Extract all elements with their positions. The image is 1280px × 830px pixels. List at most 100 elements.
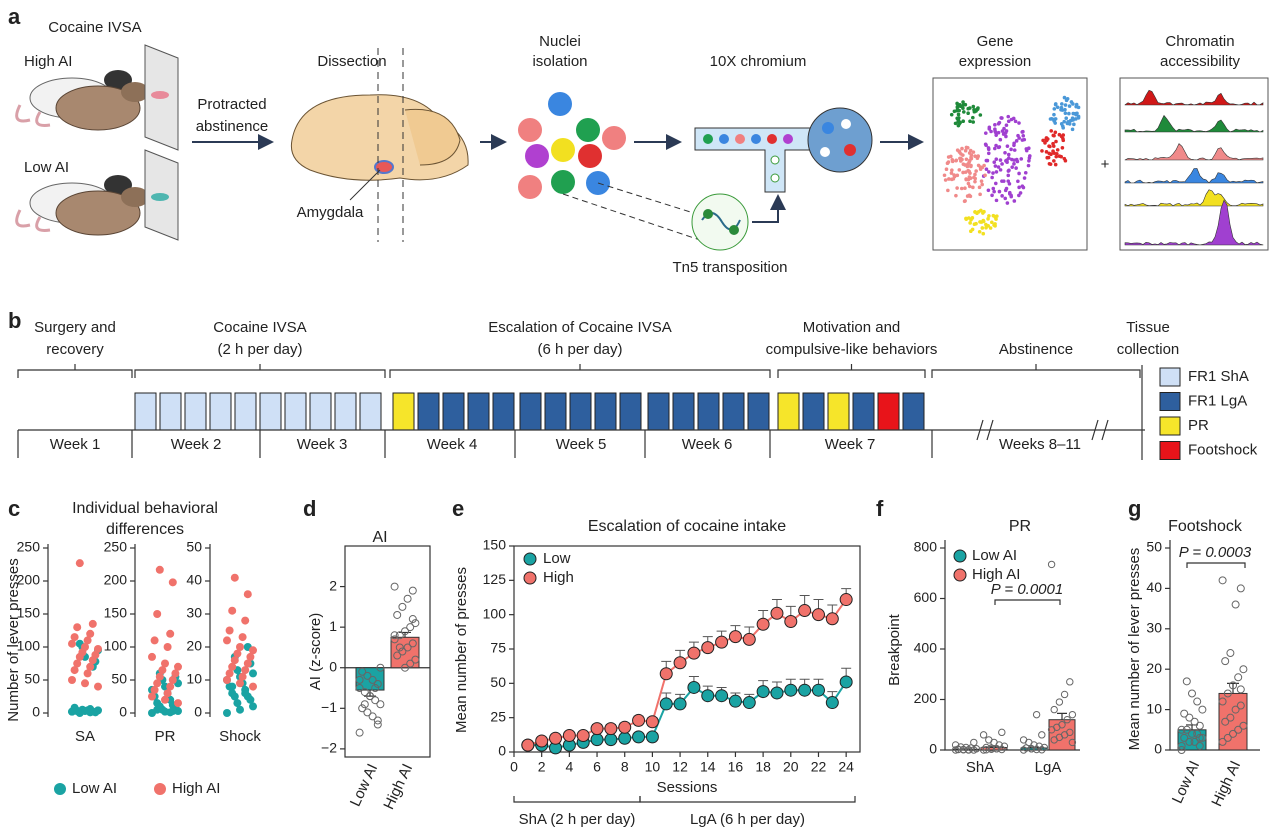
significance-bracket	[994, 599, 1061, 605]
point	[1180, 733, 1189, 742]
legend-swatch	[1159, 367, 1181, 387]
point	[75, 559, 84, 568]
point	[249, 682, 257, 691]
y-tick-label: 40	[1146, 579, 1162, 595]
point	[701, 641, 715, 655]
cluster-dot	[1014, 139, 1019, 143]
point	[395, 631, 404, 640]
cluster-dot	[954, 193, 958, 198]
point	[238, 672, 247, 681]
cluster-dot	[968, 119, 972, 124]
cluster-dot	[992, 160, 997, 164]
point	[1193, 697, 1202, 706]
track	[1124, 199, 1264, 246]
point	[228, 689, 237, 698]
cluster-dot	[994, 157, 999, 161]
point	[249, 702, 257, 711]
cluster-dot	[1060, 124, 1065, 128]
point	[784, 683, 798, 697]
legend-marker	[523, 552, 537, 566]
point	[701, 689, 715, 703]
point	[225, 626, 234, 635]
point	[236, 679, 244, 688]
cluster-dot	[1062, 119, 1067, 124]
point	[1226, 713, 1235, 722]
point	[236, 705, 244, 714]
cluster-dot	[977, 185, 982, 190]
point	[233, 649, 242, 658]
point	[825, 696, 839, 710]
significance-bracket	[1186, 562, 1246, 568]
cluster-dot	[988, 226, 993, 230]
point	[1182, 677, 1191, 686]
x-tick-label: 18	[755, 759, 771, 775]
tracks-box	[1119, 77, 1269, 251]
point	[811, 608, 825, 622]
y-tick-label: 600	[914, 589, 938, 605]
cluster-dot	[955, 101, 959, 106]
track	[1124, 114, 1264, 133]
y-tick-label: 800	[914, 539, 938, 555]
point	[770, 686, 784, 700]
point	[1177, 746, 1186, 754]
y-tick-label: 40	[186, 572, 202, 588]
point	[233, 699, 242, 708]
cluster-dot	[994, 217, 998, 221]
cluster-dot	[1023, 170, 1028, 175]
cluster-dot	[1010, 165, 1015, 169]
point	[687, 680, 701, 694]
point	[1239, 665, 1248, 674]
phase-bracket	[777, 364, 926, 378]
point	[1066, 678, 1074, 686]
cluster-dot	[947, 177, 951, 181]
cluster-dot	[1017, 193, 1021, 198]
point	[228, 606, 237, 615]
y-tick-label: 200	[17, 572, 41, 588]
point	[992, 745, 1001, 753]
cluster-dot	[1060, 102, 1064, 106]
legend-label: Footshock	[1188, 441, 1258, 458]
point	[73, 707, 82, 716]
cluster-dot	[983, 131, 988, 135]
session-box	[392, 392, 415, 431]
cluster-dot	[1017, 121, 1021, 125]
point	[163, 689, 172, 698]
point	[979, 746, 988, 754]
legend-label: PR	[1188, 417, 1209, 434]
point	[1198, 705, 1207, 714]
cluster-dot	[968, 148, 973, 153]
cluster-dot	[1040, 149, 1044, 153]
cluster-dot	[1000, 194, 1004, 198]
y-tick-label: 75	[490, 640, 506, 656]
cluster-dot	[955, 108, 959, 113]
phase-bracket	[931, 364, 1141, 378]
point	[728, 630, 742, 644]
point	[94, 682, 102, 691]
cluster-dot	[1027, 159, 1031, 163]
week-label: Week 2	[171, 436, 222, 453]
point	[982, 746, 990, 754]
cluster-dot	[959, 186, 964, 191]
session-box	[544, 392, 567, 431]
point	[825, 612, 839, 626]
point	[408, 639, 417, 648]
cluster-dot	[1008, 192, 1012, 196]
point	[1047, 726, 1056, 734]
cluster-dot	[997, 120, 1002, 125]
point	[1198, 733, 1207, 742]
point	[246, 652, 255, 661]
legend-swatch	[1159, 441, 1181, 460]
y-tick-label: 20	[1146, 660, 1162, 676]
panel-label: e	[452, 496, 464, 521]
point	[1195, 721, 1204, 730]
umap	[942, 95, 1081, 236]
point	[88, 619, 97, 628]
point	[998, 728, 1006, 737]
point	[408, 586, 417, 595]
phase-label: Abstinence	[999, 341, 1073, 358]
cluster-dot	[1067, 111, 1071, 116]
point	[70, 633, 79, 642]
point	[1050, 705, 1058, 714]
cluster-dot	[968, 106, 972, 110]
cluster-dot	[1061, 138, 1066, 143]
